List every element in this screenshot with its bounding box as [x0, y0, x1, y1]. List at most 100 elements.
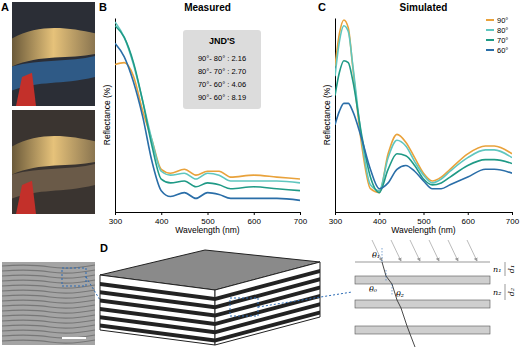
x-axis-title: Wavelength (nm)	[175, 225, 240, 235]
legend-label: 70°	[497, 36, 508, 45]
zoom-line	[258, 292, 352, 307]
y-axis-line	[335, 19, 336, 213]
figure: 300 400 500 600 700 Measured Wavelength (nm) Re…	[0, 0, 520, 347]
x-tick-label: 400	[373, 217, 387, 226]
series-line	[115, 63, 300, 179]
zoom-line	[86, 277, 100, 300]
x-axis: 300 400 500 600 700	[329, 212, 520, 226]
x-tick: 400	[155, 212, 169, 226]
x-axis-title: Wavelength (nm)	[391, 225, 456, 235]
refracted-ray	[382, 262, 415, 347]
micrograph-layer	[2, 275, 95, 278]
legend: 90°80°70°60°	[486, 16, 508, 55]
legend-label: 60°	[497, 46, 508, 55]
annotation-text: 80°- 70° : 2.70	[198, 67, 246, 76]
x-tick-label: 600	[462, 217, 476, 226]
high-index-layer	[355, 276, 490, 284]
x-tick: 700	[506, 212, 520, 226]
x-tick-mark	[379, 212, 380, 215]
plot-lines	[115, 22, 300, 200]
y-axis	[115, 19, 116, 213]
chart: 300 400 500 600 700 Simulated Wavelength (nm) R…	[322, 2, 520, 235]
x-tick: 300	[329, 212, 343, 226]
x-axis: 300400500600700	[109, 212, 308, 226]
normal-line	[392, 284, 393, 296]
diagram-label: d₂	[507, 288, 516, 296]
ray-diagram: θ₁θ₀θ₂n₁n₂d₁d₂	[355, 240, 516, 347]
high-index-layer	[355, 300, 490, 308]
legend-label: 90°	[497, 16, 508, 25]
micrograph-layer	[2, 340, 95, 343]
plot-lines	[335, 20, 512, 193]
x-tick-label: 400	[155, 217, 169, 226]
legend-swatch	[486, 29, 494, 31]
micrograph-layer	[2, 290, 95, 293]
annotation-box: JND'S90°- 80° : 2.1680°- 70° : 2.7070°- …	[183, 30, 261, 109]
panel-label: D	[100, 242, 108, 254]
panel-label: A	[1, 1, 9, 13]
micrograph-layer	[2, 330, 95, 333]
diagram-label: n₂	[493, 288, 501, 297]
legend-label: 80°	[497, 26, 508, 35]
photo	[12, 110, 95, 214]
micrograph-layer	[2, 280, 95, 283]
incident-ray	[410, 240, 420, 261]
diagram-label: θ₀	[369, 285, 378, 294]
micrograph-layer	[2, 300, 95, 303]
micrograph-layer	[2, 335, 95, 338]
chart-title: Measured	[184, 2, 231, 13]
layer-stack	[100, 250, 352, 345]
x-tick-label: 700	[294, 217, 308, 226]
photo-shape	[16, 181, 36, 214]
diagram-label: n₁	[493, 265, 501, 274]
micrograph-layer	[2, 325, 95, 328]
incident-ray	[372, 240, 382, 261]
scale-bar	[62, 337, 86, 339]
photo-background	[12, 110, 95, 214]
legend-swatch	[486, 19, 494, 21]
x-tick: 600	[462, 212, 476, 226]
annotation-text: 70°- 60° : 4.06	[198, 80, 246, 89]
chart: 300400500600700MeasuredWavelength (nm)Re…	[102, 2, 308, 235]
incident-ray	[391, 240, 401, 261]
series-line	[115, 43, 300, 200]
micrograph-layer	[2, 265, 95, 268]
x-tick-mark	[208, 212, 209, 215]
y-axis	[335, 19, 336, 213]
x-tick-mark	[161, 212, 162, 215]
x-tick-mark	[300, 212, 301, 215]
micrograph-layer	[2, 295, 95, 298]
normal-line	[386, 270, 387, 282]
legend-swatch	[486, 39, 494, 41]
x-tick-mark	[424, 212, 425, 215]
x-tick: 500	[417, 212, 431, 226]
high-index-layer	[355, 326, 490, 334]
incident-ray	[429, 240, 439, 261]
zoom-box	[230, 298, 258, 316]
y-axis-title: Reflectance (%)	[322, 85, 332, 146]
photo	[12, 2, 95, 106]
x-tick-label: 300	[329, 217, 343, 226]
annotation-background	[183, 30, 261, 109]
x-tick: 400	[373, 212, 387, 226]
panel-label: B	[99, 1, 107, 13]
micrograph-layer	[2, 270, 95, 273]
incident-ray	[467, 240, 477, 261]
diagram-label: θ₁	[372, 251, 380, 260]
annotation-text: 90°- 60° : 8.19	[198, 93, 246, 102]
photo-shape	[16, 73, 36, 106]
y-axis-line	[115, 19, 116, 213]
zoom-box	[62, 268, 86, 286]
normal-line	[382, 248, 383, 262]
annotation-text: 90°- 80° : 2.16	[198, 54, 246, 63]
chart-title: Simulated	[400, 2, 448, 13]
micrograph-layer	[2, 305, 95, 308]
micrograph-layer	[2, 285, 95, 288]
x-tick: 600	[248, 212, 262, 226]
series-line	[115, 26, 300, 191]
stack-front	[100, 275, 215, 345]
x-tick-mark	[468, 212, 469, 215]
micrograph-layer	[2, 315, 95, 318]
photo-background	[12, 2, 95, 106]
thickness-bracket	[505, 262, 506, 276]
